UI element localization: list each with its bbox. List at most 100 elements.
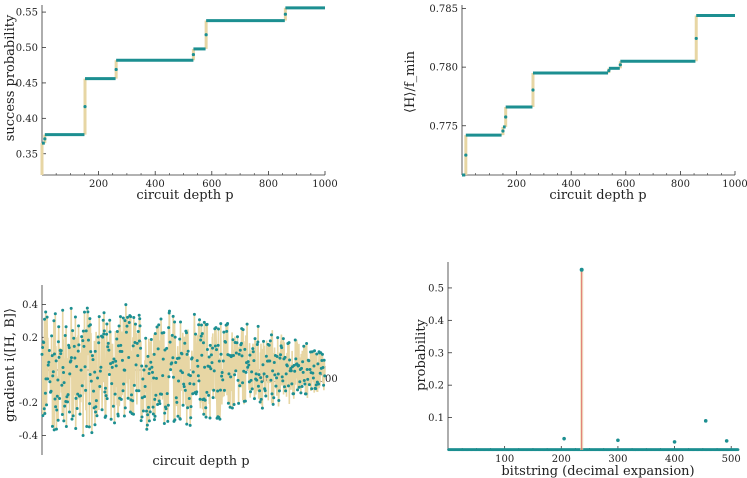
gradient-point xyxy=(231,354,235,358)
gradient-point xyxy=(62,381,66,385)
gradient-point xyxy=(66,393,70,397)
gradient-point xyxy=(188,423,192,427)
peak-point xyxy=(579,267,584,272)
gradient-point xyxy=(73,315,77,319)
gradient-point xyxy=(45,315,49,319)
gradient-point xyxy=(43,412,47,416)
gradient-point xyxy=(189,405,193,409)
gradient-point xyxy=(89,379,93,383)
x-axis-label: bitstring (decimal expansion) xyxy=(501,464,694,478)
gradient-point xyxy=(321,365,325,369)
gradient-point xyxy=(163,411,167,415)
gradient-point xyxy=(301,370,305,374)
gradient-point xyxy=(256,384,260,388)
gradient-point xyxy=(271,402,275,406)
gradient-point xyxy=(310,350,314,354)
gradient-point xyxy=(74,396,78,400)
gradient-point xyxy=(240,354,244,358)
gradient-point xyxy=(202,412,206,416)
y-tick-label: 0.785 xyxy=(429,4,458,15)
y-tick-label: 0.35 xyxy=(16,149,38,160)
gradient-point xyxy=(235,335,239,339)
gradient-point xyxy=(144,336,148,340)
gradient-point xyxy=(248,353,252,357)
gradient-point xyxy=(47,360,51,364)
gradient-point xyxy=(138,324,142,328)
gradient-point xyxy=(108,330,112,334)
gradient-point xyxy=(123,319,127,323)
gradient-point xyxy=(88,373,92,377)
gradient-point xyxy=(191,370,195,374)
y-axis-label: success probability xyxy=(3,14,18,141)
panel-success-probability: circuit depth p success probability 200 4… xyxy=(3,5,338,203)
x-tick-label: 200 xyxy=(507,179,526,190)
gradient-point xyxy=(257,373,261,377)
bitstring-point xyxy=(703,419,708,423)
gradient-point xyxy=(126,396,130,400)
gradient-point xyxy=(139,346,143,350)
gradient-point xyxy=(57,355,61,359)
gradient-point xyxy=(88,402,92,406)
gradient-point xyxy=(106,341,110,345)
gradient-point xyxy=(63,333,67,337)
gradient-point xyxy=(184,331,188,335)
gradient-point xyxy=(318,371,322,375)
gradient-point xyxy=(189,416,193,420)
gradient-point xyxy=(137,313,141,317)
gradient-point xyxy=(293,338,297,342)
gradient-point xyxy=(237,401,241,405)
gradient-point xyxy=(246,365,250,369)
gradient-point xyxy=(302,344,306,348)
gradient-point xyxy=(73,356,77,360)
gradient-point xyxy=(214,326,218,330)
gradient-point xyxy=(114,359,118,363)
x-tick-label: 400 xyxy=(146,179,165,190)
gradient-point xyxy=(141,409,145,413)
gradient-point xyxy=(114,364,118,368)
gradient-point xyxy=(122,414,126,418)
gradient-point xyxy=(173,335,177,339)
gradient-point xyxy=(177,379,181,383)
y-tick-label: 0.775 xyxy=(429,121,458,132)
gradient-point xyxy=(251,350,255,354)
gradient-point xyxy=(183,341,187,345)
gradient-point xyxy=(196,364,200,368)
gradient-point xyxy=(299,391,303,395)
gradient-point xyxy=(115,337,119,341)
gradient-point xyxy=(153,414,157,418)
gradient-point xyxy=(109,417,113,421)
transition-point xyxy=(283,12,287,16)
gradient-point xyxy=(216,327,220,331)
gradient-point xyxy=(101,318,105,322)
gradient-point xyxy=(192,312,196,316)
gradient-point xyxy=(124,330,128,334)
gradient-point xyxy=(85,306,89,310)
gradient-point xyxy=(195,390,199,394)
transition-point xyxy=(501,129,505,133)
gradient-point xyxy=(50,354,54,358)
gradient-point xyxy=(284,389,288,393)
gradient-point xyxy=(298,380,302,384)
gradient-point xyxy=(251,347,255,351)
gradient-point xyxy=(154,393,158,397)
gradient-point xyxy=(218,388,222,392)
gradient-point xyxy=(222,388,226,392)
gradient-point xyxy=(244,370,248,374)
gradient-point xyxy=(200,353,204,357)
gradient-point xyxy=(280,375,284,379)
gradient-point xyxy=(125,324,129,328)
gradient-point xyxy=(75,406,79,410)
gradient-point xyxy=(262,372,266,376)
gradient-point xyxy=(54,405,58,409)
gradient-point xyxy=(116,414,120,418)
y-axis-label: gradient i⟨[H, B]⟩ xyxy=(3,308,18,422)
transition-point xyxy=(83,105,87,109)
gradient-point xyxy=(88,323,92,327)
gradient-point xyxy=(182,382,186,386)
gradient-point xyxy=(208,416,212,420)
gradient-point xyxy=(231,338,235,342)
gradient-point xyxy=(207,393,211,397)
gradient-point xyxy=(250,370,254,374)
gradient-point xyxy=(97,341,101,345)
gradient-point xyxy=(53,397,57,401)
